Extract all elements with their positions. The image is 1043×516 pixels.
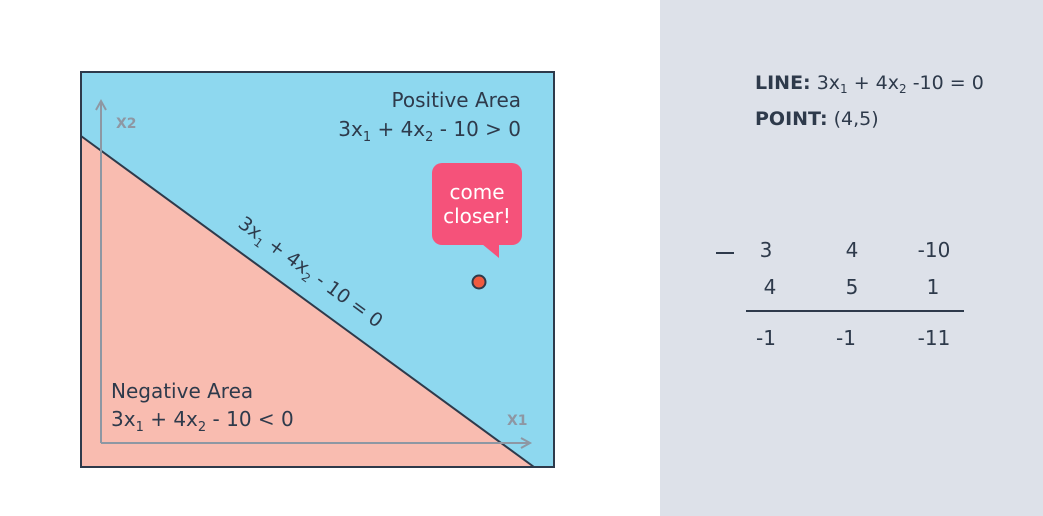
line-info: LINE: 3x1 + 4x2 -10 = 0 <box>755 72 984 96</box>
line-info-label: LINE: <box>755 72 811 94</box>
point-info: POINT: (4,5) <box>755 108 879 130</box>
boundary-line <box>80 135 535 468</box>
sum-divider <box>746 310 964 312</box>
classification-diagram: X2 X1 Positive Area 3x1 + 4x2 - 10 > 0 N… <box>80 71 555 468</box>
negative-area-title: Negative Area <box>111 379 253 403</box>
row1-cell: 3 <box>759 238 773 262</box>
row2-cell: 5 <box>845 275 859 299</box>
positive-area-inequality: 3x1 + 4x2 - 10 > 0 <box>338 117 521 145</box>
x-axis-arrowhead <box>520 437 533 449</box>
speech-bubble: come closer! <box>432 163 522 258</box>
positive-area-title: Positive Area <box>392 88 521 112</box>
point-info-label: POINT: <box>755 108 828 130</box>
row2-cell: 4 <box>763 275 777 299</box>
y-axis-arrowhead <box>95 98 107 111</box>
subtraction-sign <box>716 252 734 254</box>
result-cell: -1 <box>836 326 856 350</box>
data-point <box>471 274 487 290</box>
row1-cell: -10 <box>917 238 951 262</box>
calculation-panel: LINE: 3x1 + 4x2 -10 = 0 POINT: (4,5) 3 4… <box>660 0 1043 516</box>
row2-cell: 1 <box>926 275 940 299</box>
y-axis-label: X2 <box>116 116 137 132</box>
bubble-text-line2: closer! <box>443 204 511 228</box>
x-axis-label: X1 <box>507 413 528 429</box>
row1-cell: 4 <box>845 238 859 262</box>
result-cell: -11 <box>917 326 951 350</box>
bubble-text-line1: come <box>449 180 504 204</box>
plot-frame <box>80 71 555 468</box>
point-info-value: (4,5) <box>827 108 879 130</box>
negative-area-inequality: 3x1 + 4x2 - 10 < 0 <box>111 407 294 435</box>
result-cell: -1 <box>756 326 776 350</box>
